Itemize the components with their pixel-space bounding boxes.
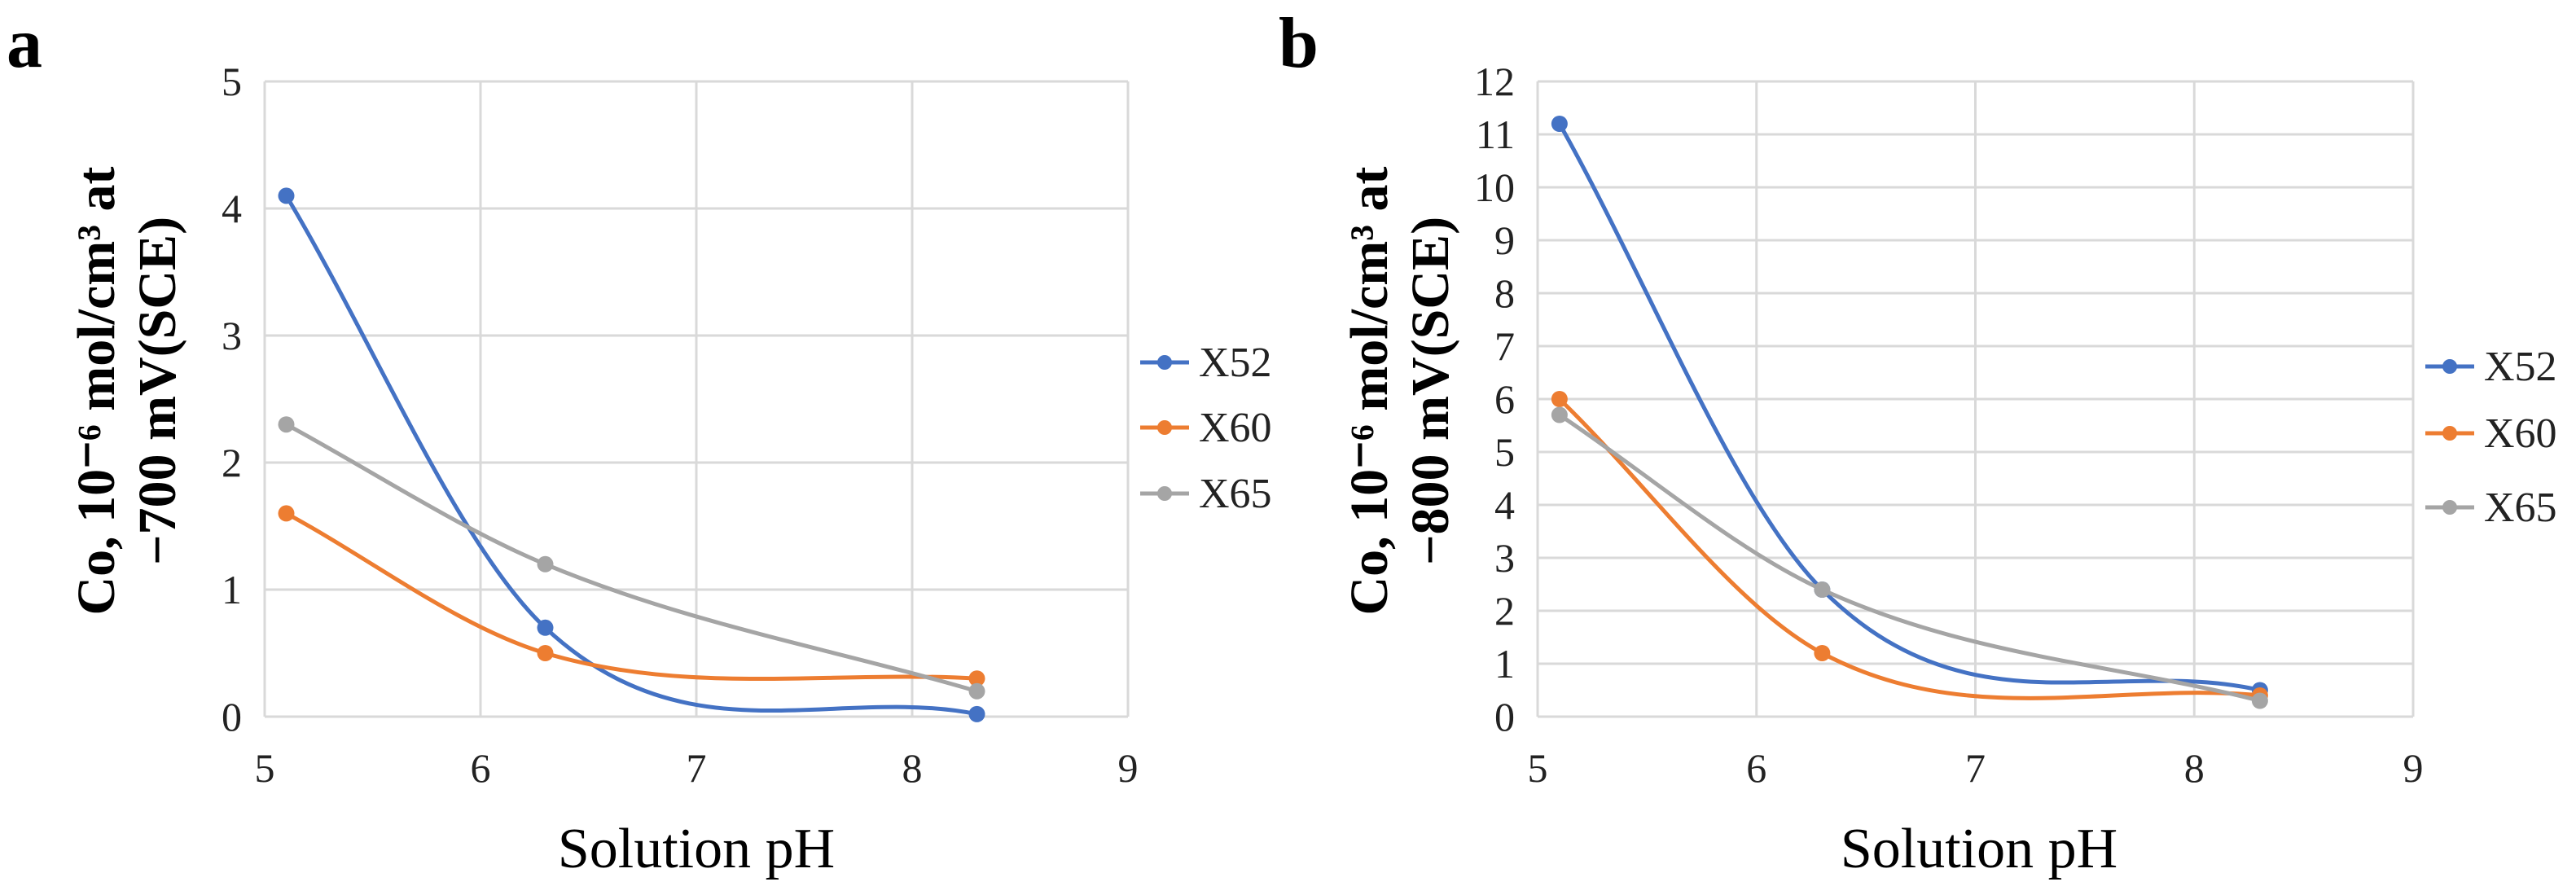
tick-labels: 0 1 2 3 4 5 5 6 7 8 9 xyxy=(222,59,1139,791)
x-tick-label: 8 xyxy=(902,745,923,791)
y-tick-label: 8 xyxy=(1494,270,1515,316)
y-tick-label: 4 xyxy=(1494,482,1515,528)
legend-marker xyxy=(1157,355,1172,370)
data-point xyxy=(968,705,985,722)
series-x52 xyxy=(278,187,985,722)
panel-b-xlabel: Solution pH xyxy=(1841,818,2117,880)
legend-item-x52: X52 xyxy=(1140,340,1272,386)
data-point xyxy=(1551,391,1568,407)
legend-marker xyxy=(1157,486,1172,501)
x-tick-label: 5 xyxy=(1528,745,1548,791)
series-x60 xyxy=(278,505,985,687)
legend-label: X65 xyxy=(1199,471,1272,517)
x-tick-label: 7 xyxy=(687,745,707,791)
legend-item-x65: X65 xyxy=(1140,471,1272,517)
data-point xyxy=(968,670,985,687)
panel-b-letter: b xyxy=(1279,4,1319,83)
y-tick-label: 4 xyxy=(222,186,242,231)
panel-a-letter: a xyxy=(7,4,42,83)
y-tick-label: 2 xyxy=(222,440,242,485)
y-tick-label: 5 xyxy=(222,59,242,104)
y-tick-label: 0 xyxy=(1494,694,1515,739)
y-tick-label: 1 xyxy=(222,567,242,612)
y-tick-label: 9 xyxy=(1494,217,1515,263)
legend-label: X60 xyxy=(1199,405,1272,451)
gridlines xyxy=(263,80,1130,718)
series-x65 xyxy=(1551,406,2268,709)
y-tick-label: 12 xyxy=(1474,59,1515,104)
y-tick-label: 0 xyxy=(222,694,242,739)
x-tick-label: 6 xyxy=(471,745,491,791)
panel-a-xlabel: Solution pH xyxy=(558,818,835,880)
y-tick-label: 3 xyxy=(222,313,242,358)
x-tick-label: 5 xyxy=(255,745,275,791)
y-tick-label: 3 xyxy=(1494,535,1515,581)
gridlines xyxy=(1536,80,2415,718)
panel-a-legend: X52 X60 X65 xyxy=(1140,340,1272,517)
data-point xyxy=(278,505,295,522)
x-tick-label: 9 xyxy=(1118,745,1139,791)
data-point xyxy=(537,619,554,636)
panel-b-legend: X52 X60 X65 xyxy=(2425,344,2557,531)
series-line xyxy=(1557,122,2261,692)
legend-label: X65 xyxy=(2484,485,2557,531)
legend-label: X52 xyxy=(1199,340,1272,386)
series-x65 xyxy=(278,416,985,700)
data-point xyxy=(1551,116,1568,132)
series-x60 xyxy=(1551,391,2268,704)
series-line xyxy=(285,423,978,694)
data-point xyxy=(278,187,295,204)
series-line xyxy=(1558,413,2261,703)
legend-marker xyxy=(2442,426,2457,441)
y-tick-label: 11 xyxy=(1476,112,1515,157)
data-point xyxy=(968,682,985,700)
data-point xyxy=(537,555,554,573)
data-point xyxy=(1814,645,1831,661)
panel-b-ylabel-line1: Co, 10⁻⁶ mol/cm³ at xyxy=(1340,166,1399,615)
x-tick-label: 6 xyxy=(1746,745,1766,791)
x-tick-label: 8 xyxy=(2184,745,2205,791)
legend-item-x60: X60 xyxy=(1140,405,1272,451)
y-tick-label: 5 xyxy=(1494,429,1515,475)
legend-item-x60: X60 xyxy=(2425,410,2557,457)
panel-b: b Co, 10⁻⁶ mol/cm³ at −800 mV(SCE) Solut… xyxy=(1279,4,2557,880)
y-tick-label: 6 xyxy=(1494,376,1515,422)
legend-marker xyxy=(1157,420,1172,435)
legend-marker xyxy=(2442,500,2457,515)
y-tick-label: 1 xyxy=(1494,641,1515,687)
y-tick-label: 2 xyxy=(1494,588,1515,634)
data-point xyxy=(1814,581,1831,598)
data-point xyxy=(1551,406,1568,423)
legend-label: X52 xyxy=(2484,344,2557,390)
legend-label: X60 xyxy=(2484,410,2557,457)
series-line xyxy=(284,195,977,717)
data-point xyxy=(537,645,554,661)
data-point xyxy=(278,416,295,433)
panel-a-ylabel-line1: Co, 10⁻⁶ mol/cm³ at xyxy=(67,166,126,615)
x-tick-label: 9 xyxy=(2403,745,2424,791)
legend-item-x52: X52 xyxy=(2425,344,2557,390)
y-tick-label: 7 xyxy=(1494,323,1515,369)
data-point xyxy=(2251,692,2268,709)
panel-a-ylabel-line2: −700 mV(SCE) xyxy=(128,217,187,565)
panel-a: a Co, 10⁻⁶ mol/cm³ at −700 mV(SCE) Solut… xyxy=(7,4,1272,880)
legend-item-x65: X65 xyxy=(2425,485,2557,531)
panel-b-ylabel-line2: −800 mV(SCE) xyxy=(1401,217,1460,565)
y-tick-label: 10 xyxy=(1474,165,1515,210)
x-tick-label: 7 xyxy=(1965,745,1986,791)
series-line xyxy=(285,511,977,682)
legend-marker xyxy=(2442,359,2457,374)
